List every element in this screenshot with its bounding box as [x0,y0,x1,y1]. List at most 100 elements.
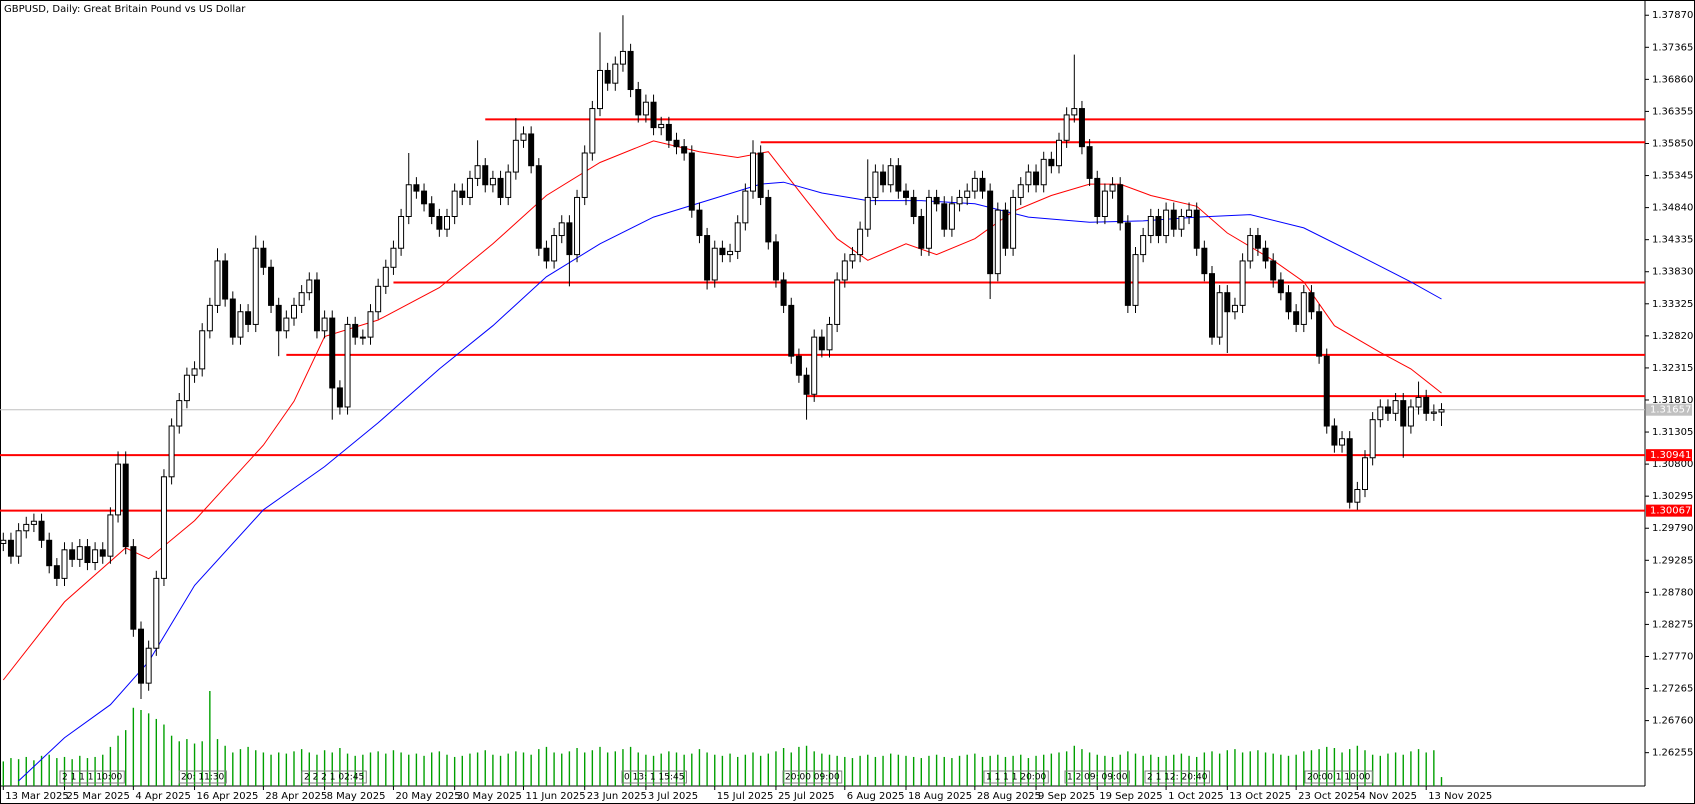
y-tick-label: 1.32820 [1652,331,1693,342]
chart-title: GBPUSD, Daily: Great Britain Pound vs US… [4,4,246,15]
y-tick-label: 1.28275 [1652,619,1693,630]
candle-body [772,241,779,281]
candle-body [658,123,665,129]
candle-body [887,165,894,186]
candle-body [1369,419,1376,459]
candle-body [252,247,259,325]
candle-body [834,279,841,325]
candle-body [505,171,512,198]
y-tick-label: 1.30800 [1652,459,1693,470]
candle-body [138,628,144,684]
candle-body [1201,247,1208,275]
candle-body [30,520,37,525]
x-tick-label: 18 Aug 2025 [908,791,972,802]
y-tick-label: 1.33325 [1652,299,1693,310]
x-tick-label: 1 Oct 2025 [1168,791,1223,802]
y-tick-label: 1.29285 [1652,555,1693,566]
candle-body [910,196,917,217]
event-label: 2 2 2 1 02:45 [304,773,364,783]
candle-body [7,539,14,557]
candle-body [895,165,902,192]
candle-body [1277,279,1284,294]
candle-body [1010,196,1017,249]
candle-body [520,133,527,141]
candle-body [107,514,114,557]
candle-body [765,196,772,243]
y-tick-label: 1.30295 [1652,491,1693,502]
candle-body [1231,304,1238,313]
candle-body [352,323,359,338]
candle-body [321,317,328,332]
candle-body [1392,400,1399,414]
candle-body [1193,209,1200,249]
candle-body [704,235,711,281]
x-tick-label: 19 Sep 2025 [1099,791,1162,802]
y-tick-label: 1.29790 [1652,523,1693,534]
event-box [178,770,227,784]
candle-body [1056,139,1062,167]
candle-body [245,311,252,325]
candle-body [528,133,535,167]
x-tick-label: 20 May 2025 [395,791,460,802]
y-tick-label: 1.35345 [1652,171,1693,182]
y-tick-label: 1.34840 [1652,203,1693,214]
candle-body [994,209,1001,275]
candle-body [589,108,596,154]
candle-body [1124,222,1131,306]
candle-body [382,266,389,287]
event-marker: 2 2 2 1 02:45 [301,770,367,784]
candle-body [306,279,313,294]
candle-body [925,196,932,249]
x-tick-label: 4 Nov 2025 [1359,791,1417,802]
x-tick-label: 8 May 2025 [327,791,386,802]
y-tick-label: 1.31305 [1652,427,1693,438]
candle-body [635,89,642,116]
candle-body [1216,292,1223,338]
candle-body [237,311,244,338]
plot-area [0,15,1645,786]
candle-body [1362,457,1368,491]
candle-body [1323,355,1330,427]
candle-body [1423,396,1430,414]
candle-body [489,177,496,186]
event-label: 20:00 09:00 [785,773,840,783]
candle-body [688,152,695,211]
candle-body [1270,260,1277,281]
candle-body [612,63,619,84]
candle-body [398,215,405,249]
candle-body [405,184,412,217]
candle-body [719,247,726,256]
candle-body [46,539,53,567]
candle-body [1285,292,1292,313]
x-tick-label: 23 Oct 2025 [1298,791,1360,802]
current-price-label: 1.31657 [1650,405,1691,416]
event-label: 20:00 1 10:00 [1307,773,1371,783]
candle-body [750,152,756,192]
candle-body [199,330,206,370]
candle-body [673,139,680,148]
candle-body [1316,311,1323,357]
candle-body [344,323,351,408]
candle-body [268,266,275,306]
candle-body [1063,114,1070,141]
candle-body [811,336,818,395]
candle-body [92,549,99,564]
event-label: 2 1 1 1 10:00 [62,773,123,783]
x-tick-label: 9 Sep 2025 [1038,791,1095,802]
candle-body [665,123,672,141]
candle-body [696,209,703,237]
candle-body [1209,273,1215,338]
candle-body [1415,396,1422,408]
level-label-box [1646,504,1692,517]
candle-body [941,203,948,230]
candle-body [1109,184,1116,192]
candle-body [1346,438,1353,503]
candle-body [436,215,443,230]
candle-body [1239,260,1246,306]
candle-body [558,222,565,237]
candle-body [734,222,741,252]
y-tick-label: 1.28780 [1652,587,1693,598]
x-tick-label: 25 Jul 2025 [778,791,835,802]
candle-body [1293,311,1300,325]
